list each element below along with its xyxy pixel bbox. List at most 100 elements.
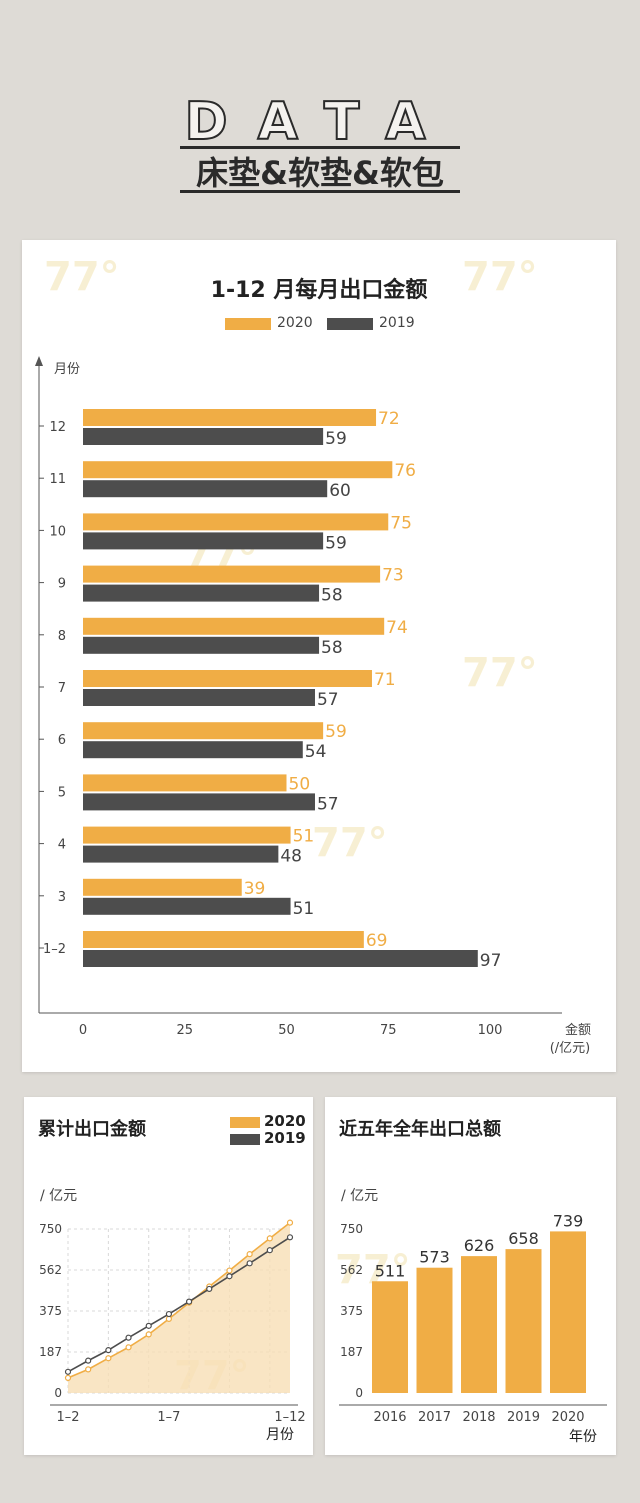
cum-point-2019 (226, 1273, 233, 1280)
cum-legend-2019-swatch (230, 1134, 260, 1145)
year-bar-value: 511 (375, 1261, 406, 1280)
bar-2019 (83, 793, 315, 811)
cum-y-tick-label: 562 (39, 1263, 62, 1277)
year-y-tick-label: 0 (355, 1386, 363, 1400)
x-axis-label-line1: 金额 (565, 1022, 591, 1038)
bar-2019 (83, 428, 324, 445)
five-year-title: 近五年全年出口总额 (339, 1119, 501, 1140)
year-bar-value: 626 (464, 1236, 495, 1255)
year-bar (550, 1231, 586, 1393)
y-tick-label: 9 (58, 577, 66, 592)
y-tick-label: 10 (49, 524, 66, 539)
cum-point-2019 (125, 1334, 132, 1341)
cum-point-2019 (165, 1310, 173, 1318)
bar-2019 (83, 480, 328, 498)
bar-2019 (83, 689, 315, 706)
year-y-tick-label: 375 (340, 1304, 363, 1318)
bar-2019 (83, 636, 320, 654)
bar-2019-value: 54 (305, 742, 327, 762)
legend-2020-swatch (225, 318, 271, 330)
x-axis-label-line2: (/亿元) (550, 1041, 591, 1056)
year-x-tick-label: 2018 (462, 1410, 495, 1425)
bar-2019-value: 57 (317, 794, 339, 814)
bar-2019 (83, 897, 291, 915)
cum-x-tick-label: 1–2 (56, 1410, 79, 1425)
cum-point-2019 (286, 1234, 294, 1241)
cum-point-2019 (64, 1368, 72, 1375)
bar-2020-value: 75 (390, 513, 412, 533)
year-x-tick-label: 2017 (418, 1410, 451, 1425)
bar-2019 (83, 950, 478, 967)
bar-2020 (83, 826, 291, 844)
year-bar (461, 1256, 497, 1393)
year-bar-value: 739 (553, 1211, 584, 1230)
bar-2020-value: 74 (386, 618, 408, 638)
cum-y-tick-label: 750 (39, 1222, 62, 1236)
y-tick-label: 8 (58, 629, 66, 644)
year-bar (416, 1267, 453, 1393)
y-tick-label: 1–2 (43, 942, 66, 957)
cum-point-2020 (85, 1366, 92, 1373)
cum-legend-2020-swatch (230, 1117, 260, 1128)
year-y-tick-label: 750 (340, 1222, 363, 1236)
bar-2020 (83, 774, 287, 792)
cumulative-title: 累计出口金额 (38, 1119, 146, 1140)
year-bar (372, 1281, 408, 1393)
bar-2020-value: 59 (325, 722, 347, 742)
bar-2019 (83, 584, 320, 602)
y-tick-label: 12 (49, 420, 66, 435)
cumulative-card: 77° 累计出口金额 2020 2019 / 亿元01873755627501–… (24, 1097, 313, 1455)
cum-legend-2019-label: 2019 (264, 1129, 306, 1147)
y-tick-label: 11 (49, 472, 66, 487)
cum-y-axis-label: / 亿元 (40, 1188, 77, 1204)
year-y-tick-label: 562 (340, 1263, 363, 1277)
cum-point-2020 (64, 1374, 72, 1382)
cum-point-2020 (266, 1235, 273, 1242)
bar-2020 (83, 931, 364, 948)
cumulative-line-chart: / 亿元 0 187 375 562 750 1–2 1–7 1–12 月份 (39, 1188, 306, 1443)
cum-x-tick-label: 1–12 (274, 1410, 305, 1425)
cum-point-2020 (125, 1344, 132, 1351)
bar-2020 (83, 565, 381, 583)
y-tick-label: 4 (58, 838, 66, 853)
cum-point-2019 (85, 1357, 92, 1364)
cum-point-2019 (145, 1322, 152, 1329)
y-axis-arrow (35, 356, 43, 366)
legend-2019-swatch (327, 318, 373, 330)
bar-2019-value: 97 (480, 951, 502, 971)
bar-2020 (83, 617, 385, 635)
bar-2020-value: 50 (289, 774, 311, 794)
y-tick-label: 5 (58, 785, 66, 800)
year-y-axis-label: / 亿元 (341, 1188, 378, 1204)
cum-y-tick-label: 0 (54, 1386, 62, 1400)
year-x-tick-label: 2016 (373, 1410, 406, 1425)
bar-2020 (83, 878, 242, 896)
y-axis-label: 月份 (54, 362, 80, 377)
cum-line-2020 (67, 1222, 291, 1379)
bar-2020 (83, 461, 393, 479)
cum-point-2020 (105, 1355, 112, 1362)
bar-2019 (83, 741, 303, 759)
bar-2019-value: 58 (321, 638, 343, 658)
x-tick-label: 50 (278, 1023, 295, 1038)
year-x-tick-label: 2020 (551, 1410, 584, 1425)
watermark-1: 77° (44, 254, 120, 300)
cum-point-2019 (105, 1347, 112, 1354)
bar-2020 (83, 513, 389, 531)
cum-point-2020 (226, 1267, 233, 1274)
bar-2020-value: 69 (366, 931, 388, 951)
cum-x-axis-label: 月份 (266, 1427, 294, 1443)
bar-2019-value: 57 (317, 690, 339, 710)
bar-2019-value: 60 (329, 481, 351, 501)
watermark-5: 77° (312, 820, 388, 866)
y-tick-label: 6 (58, 733, 66, 748)
monthly-chart-title: 1-12 月每月出口金额 (210, 278, 428, 303)
bar-2020 (83, 670, 372, 687)
legend-2019-label: 2019 (379, 315, 415, 331)
bar-2019-value: 51 (293, 899, 315, 919)
watermark-4: 77° (462, 650, 538, 696)
year-y-tick-label: 187 (340, 1345, 363, 1359)
x-tick-label: 75 (380, 1023, 397, 1038)
y-tick-label: 7 (58, 681, 66, 696)
bar-2020-value: 72 (378, 409, 400, 429)
